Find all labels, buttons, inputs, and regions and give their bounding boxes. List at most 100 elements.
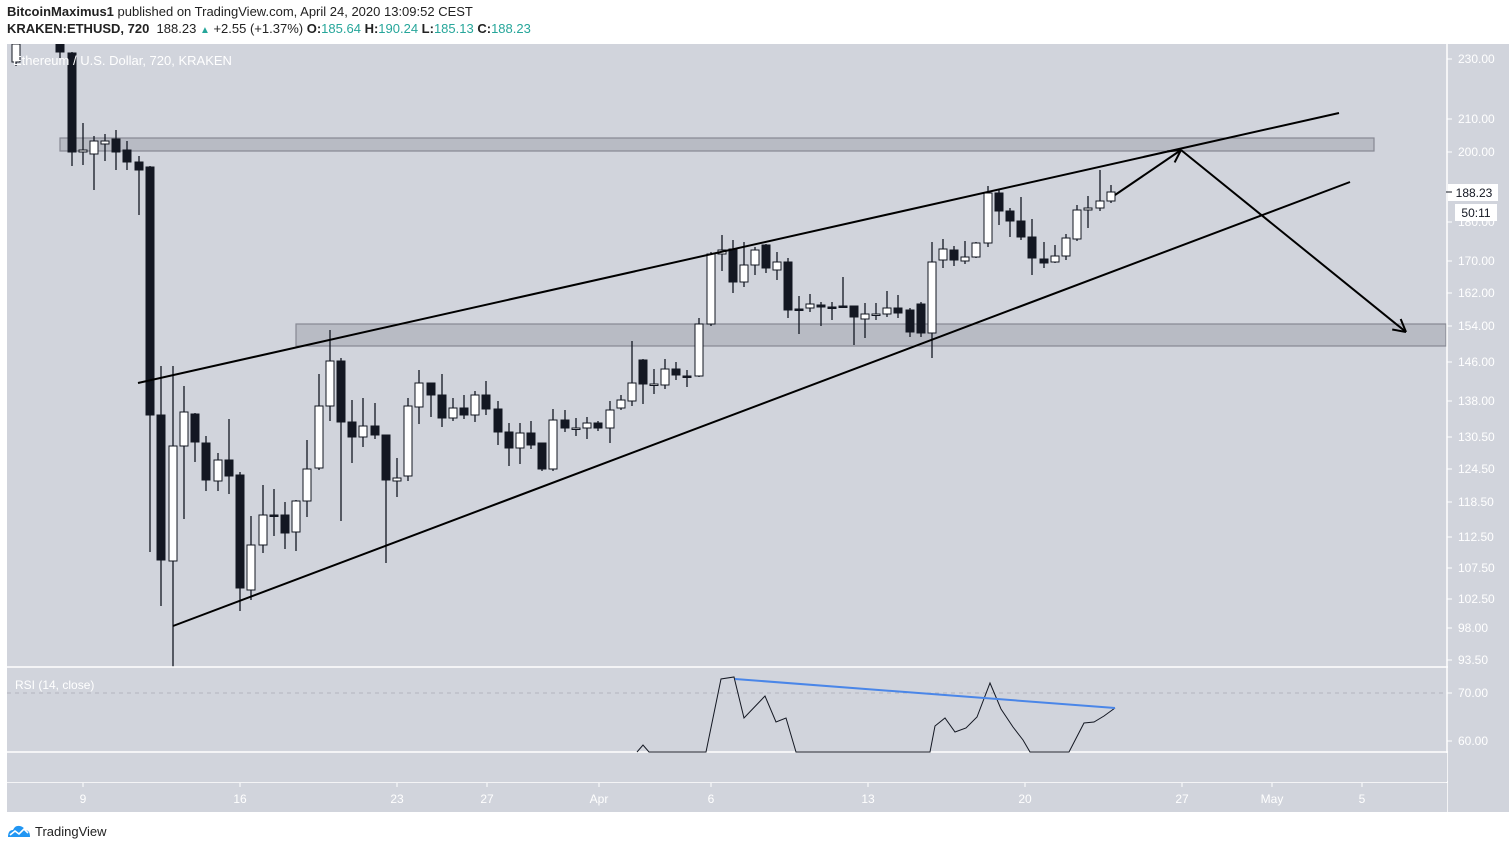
time-tick-label: 6: [708, 792, 715, 806]
candle-body: [983, 192, 993, 244]
candle-body: [325, 360, 335, 407]
candle-body: [481, 394, 491, 410]
time-tick-label: 16: [233, 792, 247, 806]
candle-body: [504, 431, 514, 449]
candle: [960, 241, 970, 264]
rsi-divergence-line: [734, 678, 1116, 709]
candle: [882, 291, 892, 317]
brand-name: TradingView: [35, 823, 107, 839]
trendlines[interactable]: [137, 112, 1407, 627]
candle: [605, 401, 615, 443]
candle-body: [448, 407, 458, 419]
candle: [134, 156, 144, 215]
time-tick-label: 20: [1018, 792, 1032, 806]
price-tick-label: 138.00: [1458, 394, 1495, 408]
candle-body: [201, 442, 211, 481]
candle: [1072, 205, 1082, 241]
candle: [671, 362, 681, 380]
price-tick-label: 102.50: [1458, 592, 1495, 606]
candle-body: [336, 360, 346, 423]
candlestick-chart[interactable]: 230.00210.00200.00180.00170.00162.00154.…: [7, 44, 1509, 812]
candle: [504, 423, 514, 466]
candle: [548, 409, 558, 471]
last-price-tag: [1448, 184, 1498, 201]
wedge-trendline: [137, 112, 1340, 384]
chart-area[interactable]: 230.00 210.00 200.00 180.00 170.00 162.00 154.…: [7, 44, 1509, 812]
candle: [772, 252, 782, 280]
rsi-label: RSI (14, close): [15, 678, 94, 692]
candle-body: [291, 500, 301, 533]
candle: [949, 246, 959, 266]
time-tick-label: 13: [861, 792, 875, 806]
candle: [280, 502, 290, 549]
arrow-head-icon: [1392, 328, 1407, 333]
candle: [336, 358, 346, 521]
horizontal-zones[interactable]: [59, 137, 1447, 347]
candle-body: [224, 459, 234, 477]
candle-body: [1072, 209, 1082, 240]
candle-body: [938, 248, 948, 261]
candle-body: [871, 313, 881, 316]
candle-body: [145, 166, 155, 416]
last-price: 188.23: [156, 21, 197, 36]
footer-branding[interactable]: TradingView: [7, 821, 107, 841]
candle-body: [78, 149, 88, 153]
candle-body: [682, 375, 692, 378]
candle: [750, 247, 760, 275]
candle: [1039, 242, 1049, 268]
candle: [392, 458, 402, 497]
change: +2.55 (+1.37%): [213, 21, 304, 36]
candle-body: [179, 411, 189, 447]
candle-body: [1016, 220, 1026, 238]
time-axis[interactable]: [7, 783, 1447, 812]
candle-body: [1083, 207, 1093, 211]
candle-body: [971, 242, 981, 258]
price-axis[interactable]: [1448, 44, 1509, 812]
candle: [213, 453, 223, 491]
candle: [827, 302, 837, 320]
candle-body: [1061, 237, 1071, 257]
candle: [849, 305, 859, 345]
candle: [682, 370, 692, 387]
candle: [235, 472, 245, 611]
price-tick-label: 112.50: [1458, 530, 1494, 544]
candle-body: [392, 477, 402, 482]
chart-background: [7, 44, 1509, 812]
candle-body: [827, 306, 837, 309]
candle: [571, 418, 581, 436]
candle: [593, 421, 603, 431]
candle-body: [582, 422, 592, 429]
candle-body: [111, 138, 121, 153]
candle-body: [627, 382, 637, 402]
support-resistance-zone: [295, 323, 1447, 347]
publish-text: published on TradingView.com, April 24, …: [117, 4, 473, 19]
candle-body: [437, 394, 447, 419]
candle: [739, 242, 749, 287]
candle: [381, 434, 391, 563]
candle-body: [1095, 200, 1105, 209]
candle: [938, 239, 948, 268]
price-tick-label: 118.50: [1458, 495, 1494, 509]
candle-body: [134, 161, 144, 171]
candle-body: [515, 432, 525, 449]
author-name[interactable]: BitcoinMaximus1: [7, 4, 114, 19]
candle-body: [849, 305, 859, 318]
candle: [470, 391, 480, 422]
candle: [1005, 208, 1015, 237]
price-tick-label: 93.50: [1458, 653, 1488, 667]
chart-title: Ethereum / U.S. Dollar, 720, KRAKEN: [13, 53, 232, 68]
candle-body: [750, 249, 760, 266]
candle-body: [1039, 258, 1049, 264]
candle-body: [571, 427, 581, 430]
candle: [67, 52, 77, 166]
candle-body: [560, 419, 570, 429]
candle: [1095, 170, 1105, 211]
candle-body: [302, 468, 312, 502]
candle-body: [649, 383, 659, 386]
time-tick-label: 23: [390, 792, 404, 806]
candle-body: [949, 249, 959, 261]
candle-body: [660, 368, 670, 386]
candle: [761, 244, 771, 273]
candle: [893, 295, 903, 318]
candle: [459, 395, 469, 419]
